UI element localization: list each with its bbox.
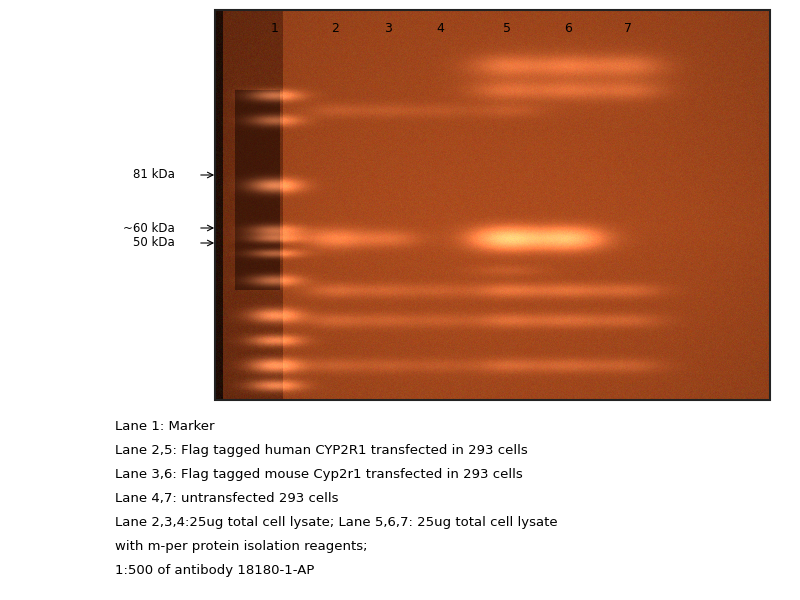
Text: Lane 3,6: Flag tagged mouse Cyp2r1 transfected in 293 cells: Lane 3,6: Flag tagged mouse Cyp2r1 trans… [115, 468, 522, 481]
Text: Lane 2,5: Flag tagged human CYP2R1 transfected in 293 cells: Lane 2,5: Flag tagged human CYP2R1 trans… [115, 444, 528, 457]
Text: 7: 7 [624, 22, 632, 34]
Text: 4: 4 [436, 22, 444, 34]
Text: Lane 1: Marker: Lane 1: Marker [115, 420, 214, 433]
Text: 3: 3 [384, 22, 392, 34]
Text: Lane 4,7: untransfected 293 cells: Lane 4,7: untransfected 293 cells [115, 492, 338, 505]
Text: 50 kDa: 50 kDa [134, 236, 175, 250]
Text: 1:500 of antibody 18180-1-AP: 1:500 of antibody 18180-1-AP [115, 564, 314, 577]
Text: 2: 2 [331, 22, 339, 34]
Text: 81 kDa: 81 kDa [133, 169, 175, 181]
Text: 6: 6 [564, 22, 572, 34]
Text: with m-per protein isolation reagents;: with m-per protein isolation reagents; [115, 540, 367, 553]
Text: 1: 1 [271, 22, 279, 34]
Bar [215, 10, 770, 400]
Text: Lane 2,3,4:25ug total cell lysate; Lane 5,6,7: 25ug total cell lysate: Lane 2,3,4:25ug total cell lysate; Lane … [115, 516, 558, 529]
Text: 5: 5 [503, 22, 511, 34]
Text: ~60 kDa: ~60 kDa [123, 221, 175, 235]
